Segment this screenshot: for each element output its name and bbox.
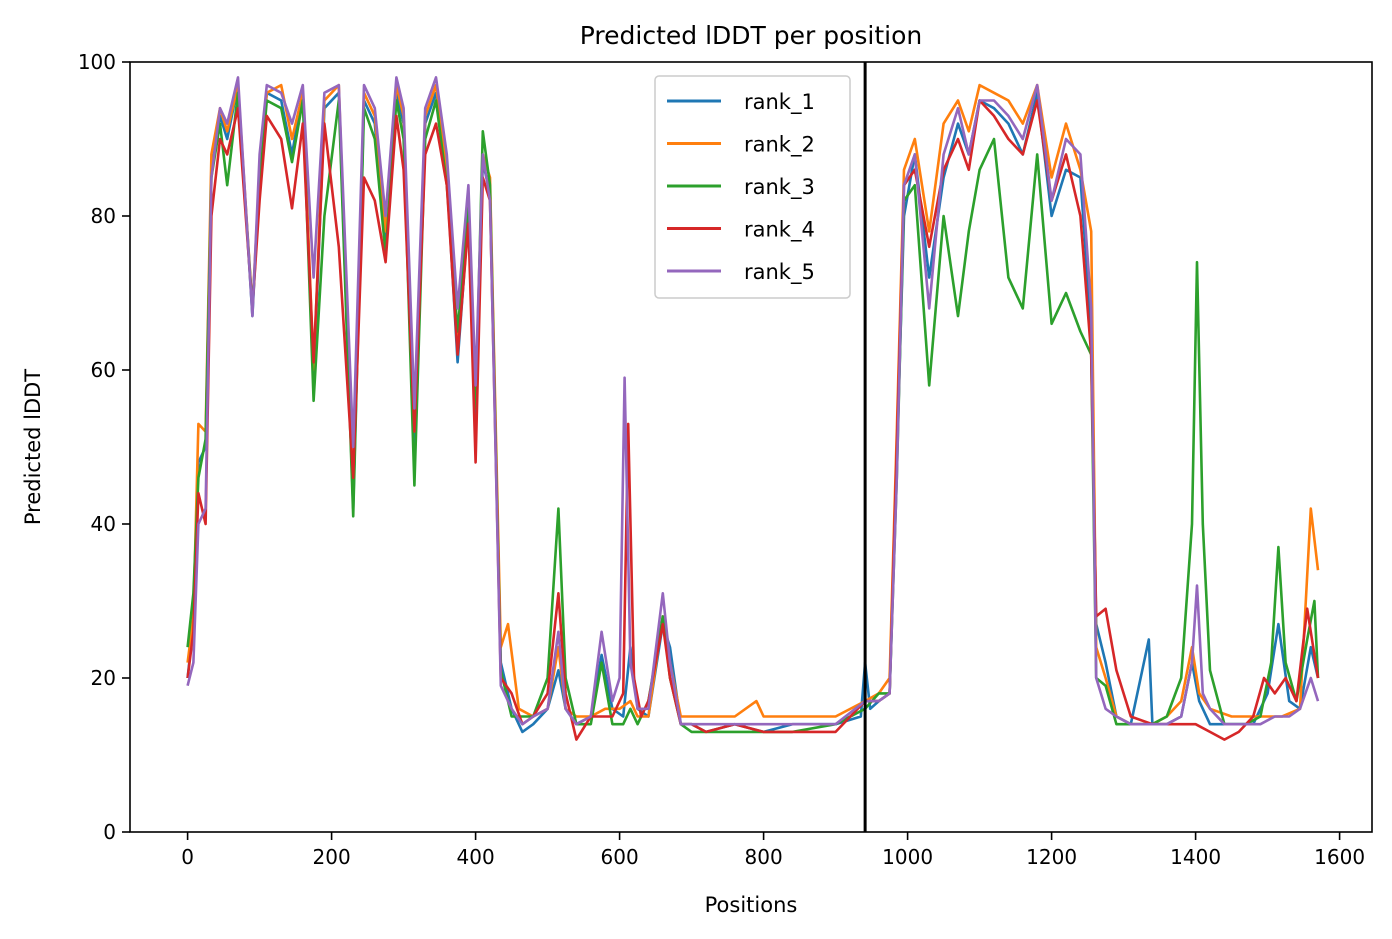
y-axis-title: Predicted lDDT xyxy=(21,369,45,525)
y-tick-label: 40 xyxy=(91,512,116,536)
series-line-rank-5 xyxy=(186,76,1320,726)
legend-label-rank-1: rank_1 xyxy=(744,90,815,115)
x-axis-title: Positions xyxy=(705,893,798,917)
y-tick-label: 80 xyxy=(91,204,116,228)
y-tick-label: 0 xyxy=(103,820,116,844)
legend-box xyxy=(654,75,851,299)
legend-label-rank-2: rank_2 xyxy=(744,133,815,158)
x-tick-label: 800 xyxy=(745,845,783,869)
y-axis-ticks: 0 20 40 60 80 100 xyxy=(78,50,130,844)
x-tick-label: 1200 xyxy=(1026,845,1077,869)
y-tick-label: 20 xyxy=(91,666,116,690)
y-tick-label: 60 xyxy=(91,358,116,382)
legend: rank_1 rank_2 rank_3 rank_4 rank_5 xyxy=(654,75,851,299)
x-tick-label: 0 xyxy=(181,845,194,869)
x-tick-label: 400 xyxy=(457,845,495,869)
series-layer xyxy=(186,76,1320,741)
chart-title: Predicted lDDT per position xyxy=(580,21,922,50)
x-tick-label: 1400 xyxy=(1170,845,1221,869)
x-axis-ticks: 0 200 400 600 800 1000 1200 1400 1600 xyxy=(181,832,1365,869)
x-tick-label: 1000 xyxy=(882,845,933,869)
x-tick-label: 200 xyxy=(313,845,351,869)
legend-label-rank-3: rank_3 xyxy=(744,175,815,200)
x-tick-label: 1600 xyxy=(1314,845,1365,869)
x-tick-label: 600 xyxy=(601,845,639,869)
y-tick-label: 100 xyxy=(78,50,116,74)
legend-label-rank-4: rank_4 xyxy=(744,218,815,243)
legend-label-rank-5: rank_5 xyxy=(744,260,815,285)
plot-frame xyxy=(129,61,1373,833)
